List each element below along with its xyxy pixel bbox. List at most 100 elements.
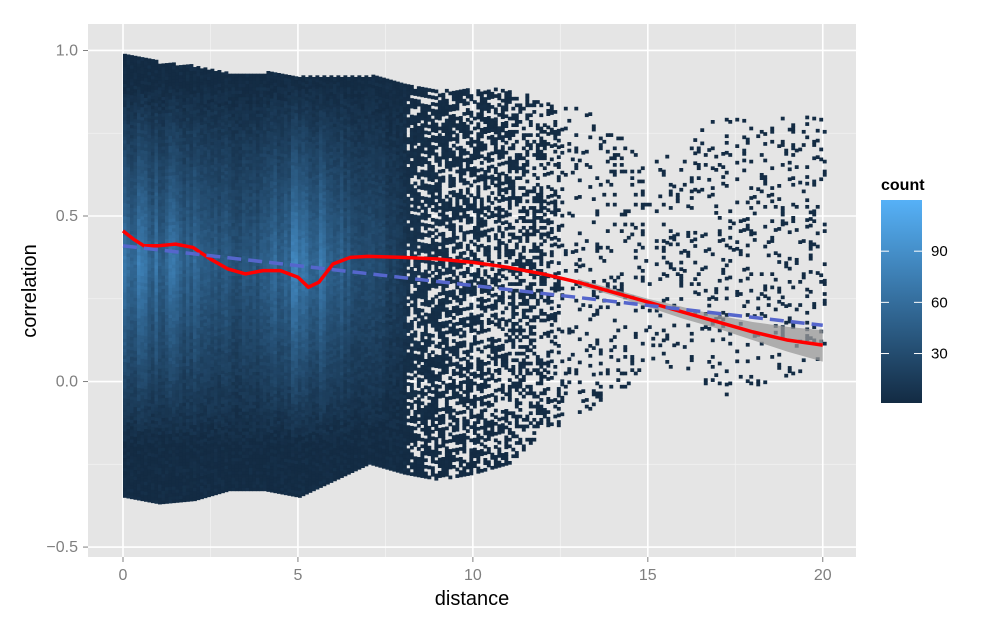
heatmap-cell <box>171 433 176 437</box>
heatmap-cell <box>178 91 183 96</box>
heatmap-cell <box>150 168 155 173</box>
heatmap-cell <box>178 194 183 198</box>
heatmap-cell <box>196 241 201 246</box>
heatmap-cell <box>248 83 253 88</box>
heatmap-cell <box>122 368 127 373</box>
heatmap-cell <box>213 319 218 324</box>
heatmap-cell <box>171 373 176 378</box>
heatmap-cell <box>238 265 243 270</box>
heatmap-cell <box>213 339 218 343</box>
heatmap-cell <box>171 347 176 351</box>
heatmap-cell <box>133 400 138 404</box>
heatmap-cell <box>150 360 155 365</box>
heatmap-cell <box>189 388 194 393</box>
heatmap-cell <box>245 312 250 316</box>
heatmap-cell <box>182 127 187 132</box>
heatmap-cell <box>238 305 243 310</box>
heatmap-cell <box>245 83 250 88</box>
heatmap-cell <box>199 442 204 447</box>
heatmap-cell <box>199 399 204 404</box>
heatmap-cell <box>147 111 152 116</box>
heatmap-cell <box>196 165 201 170</box>
heatmap-cell <box>213 249 218 254</box>
heatmap-cell <box>248 249 253 253</box>
heatmap-cell <box>189 256 194 260</box>
heatmap-cell <box>227 235 232 240</box>
heatmap-cell <box>164 364 169 369</box>
heatmap-cell <box>203 272 208 277</box>
heatmap-cell <box>175 350 180 354</box>
heatmap-cell <box>143 405 148 410</box>
heatmap-cell <box>122 457 127 462</box>
heatmap-cell <box>133 403 138 408</box>
heatmap-cell <box>171 261 176 265</box>
heatmap-cell <box>220 224 225 229</box>
heatmap-cell <box>122 60 127 65</box>
heatmap-cell <box>143 57 148 62</box>
heatmap-cell <box>168 301 173 305</box>
heatmap-cell <box>199 164 204 169</box>
heatmap-cell <box>231 159 236 164</box>
heatmap-cell <box>126 464 131 469</box>
heatmap-cell <box>203 309 208 313</box>
heatmap-cell <box>140 225 145 230</box>
heatmap-cell <box>182 279 187 284</box>
heatmap-cell <box>220 78 225 83</box>
heatmap-cell <box>248 139 253 144</box>
heatmap-cell <box>196 277 201 282</box>
heatmap-cell <box>189 398 194 403</box>
heatmap-cell <box>136 357 141 362</box>
heatmap-cell <box>161 209 166 213</box>
heatmap-cell <box>143 140 148 145</box>
heatmap-cell <box>231 222 236 227</box>
heatmap-cell <box>143 219 148 224</box>
heatmap-cell <box>213 428 218 433</box>
heatmap-cell <box>224 260 229 264</box>
heatmap-cell <box>241 255 246 260</box>
heatmap-cell <box>175 340 180 344</box>
heatmap-cell <box>217 265 222 270</box>
heatmap-cell <box>189 461 194 466</box>
heatmap-cell <box>175 211 180 215</box>
heatmap-cell <box>129 253 134 258</box>
heatmap-cell <box>234 404 239 409</box>
heatmap-cell <box>136 450 141 455</box>
heatmap-cell <box>150 194 155 199</box>
heatmap-cell <box>133 419 138 424</box>
heatmap-cell <box>182 140 187 145</box>
heatmap-cell <box>157 278 162 283</box>
heatmap-cell <box>140 192 145 197</box>
heatmap-cell <box>157 431 162 435</box>
heatmap-cell <box>126 474 131 479</box>
heatmap-cell <box>192 305 197 310</box>
heatmap-cell <box>220 294 225 298</box>
heatmap-cell <box>171 231 176 235</box>
heatmap-cell <box>164 152 169 157</box>
heatmap-cell <box>192 331 197 336</box>
heatmap-cell <box>133 181 138 186</box>
heatmap-cell <box>227 186 232 190</box>
heatmap-cell <box>147 194 152 198</box>
heatmap-cell <box>126 147 131 151</box>
heatmap-cell <box>147 118 152 122</box>
heatmap-cell <box>154 460 159 465</box>
heatmap-cell <box>140 199 145 204</box>
heatmap-cell <box>171 108 176 113</box>
heatmap-cell <box>136 63 141 67</box>
heatmap-cell <box>238 454 243 459</box>
heatmap-cell <box>122 186 127 190</box>
heatmap-cell <box>150 340 155 345</box>
heatmap-cell <box>168 354 173 358</box>
heatmap-cell <box>185 223 190 228</box>
heatmap-cell <box>185 279 190 284</box>
heatmap-cell <box>189 295 194 300</box>
heatmap-cell <box>217 328 222 332</box>
heatmap-cell <box>122 431 127 435</box>
heatmap-cell <box>199 415 204 420</box>
heatmap-cell <box>189 189 194 194</box>
heatmap-cell <box>241 355 246 359</box>
heatmap-cell <box>157 292 162 296</box>
heatmap-cell <box>189 471 194 475</box>
heatmap-cell <box>210 429 215 434</box>
heatmap-cell <box>122 467 127 472</box>
